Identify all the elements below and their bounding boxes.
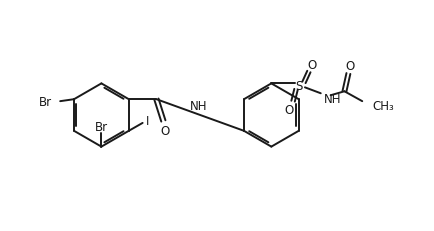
Text: O: O [285,103,294,116]
Text: Br: Br [39,95,52,108]
Text: NH: NH [190,99,207,112]
Text: O: O [346,60,355,73]
Text: S: S [295,79,302,92]
Text: O: O [161,125,170,138]
Text: O: O [307,59,316,72]
Text: CH₃: CH₃ [372,99,394,112]
Text: NH: NH [324,92,341,105]
Text: Br: Br [95,121,108,134]
Text: I: I [146,115,149,128]
